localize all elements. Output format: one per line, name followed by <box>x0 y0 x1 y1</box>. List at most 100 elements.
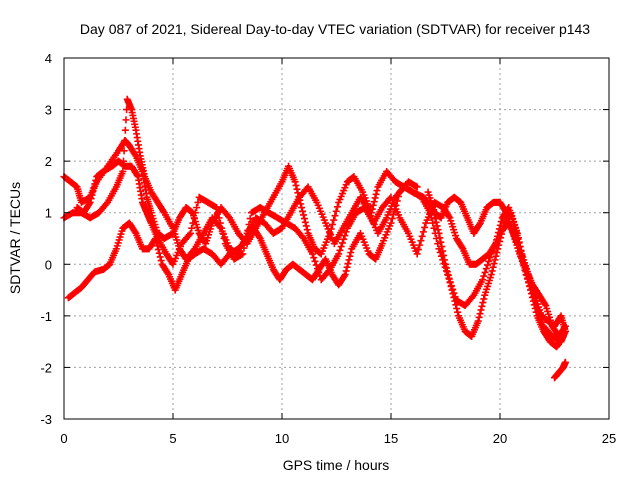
data-point-marker <box>309 250 317 258</box>
y-tick-label: -1 <box>40 309 52 324</box>
data-point-marker <box>331 212 339 220</box>
data-point-marker <box>155 249 163 257</box>
data-point-marker <box>188 224 196 232</box>
y-tick-label: 2 <box>45 154 52 169</box>
series-track-c <box>64 178 421 302</box>
data-point-marker <box>446 278 454 286</box>
data-point-marker <box>342 228 350 236</box>
data-point-marker <box>133 171 141 179</box>
data-point-marker <box>300 215 308 223</box>
data-point-marker <box>372 190 380 198</box>
data-point-marker <box>347 248 355 256</box>
data-point-marker <box>159 207 167 215</box>
data-point-marker <box>341 232 349 240</box>
data-point-marker <box>480 272 488 280</box>
series-track-a <box>60 137 567 351</box>
gridlines <box>64 58 609 419</box>
data-point-marker <box>292 181 300 189</box>
data-point-marker <box>189 219 197 227</box>
data-point-marker <box>340 272 348 280</box>
data-point-marker <box>434 240 442 248</box>
x-tick-label: 0 <box>60 431 67 446</box>
data-point-marker <box>496 221 504 229</box>
data-point-marker <box>538 318 546 326</box>
data-point-marker <box>442 267 450 275</box>
data-point-marker <box>436 248 444 256</box>
data-point-marker <box>453 304 461 312</box>
data-point-marker <box>157 257 165 265</box>
data-point-marker <box>156 253 164 261</box>
data-point-marker <box>337 243 345 251</box>
data-point-marker <box>194 198 202 206</box>
data-point-marker <box>451 293 459 301</box>
data-point-marker <box>502 207 510 215</box>
data-point-marker <box>434 226 442 234</box>
data-point-marker <box>218 224 226 232</box>
data-point-marker <box>413 250 421 258</box>
data-point-marker <box>190 214 198 222</box>
data-point-marker <box>541 300 549 308</box>
data-point-marker <box>561 322 569 330</box>
data-point-marker <box>560 324 568 332</box>
data-point-marker <box>89 187 97 195</box>
data-point-marker <box>494 232 502 240</box>
data-point-marker <box>387 219 395 227</box>
data-point-marker <box>441 263 449 271</box>
data-point-marker <box>346 252 354 260</box>
y-tick-label: -3 <box>40 412 52 427</box>
data-point-marker <box>561 358 569 366</box>
data-point-marker <box>333 203 341 211</box>
data-point-marker <box>489 263 497 271</box>
data-point-marker <box>302 222 310 230</box>
data-point-marker <box>301 218 309 226</box>
data-point-marker <box>474 317 482 325</box>
chart-title: Day 087 of 2021, Sidereal Day-to-day VTE… <box>80 21 590 37</box>
data-point-marker <box>444 271 452 279</box>
data-point-marker <box>85 200 93 208</box>
data-point-marker <box>220 235 228 242</box>
data-point-marker <box>476 310 484 318</box>
data-point-marker <box>488 267 496 275</box>
data-point-marker <box>429 219 437 227</box>
data-point-marker <box>315 268 323 276</box>
data-point-marker <box>343 263 351 271</box>
data-point-marker <box>479 299 487 307</box>
data-point-marker <box>341 271 349 279</box>
data-point-marker <box>388 215 396 223</box>
data-point-marker <box>314 265 322 273</box>
series-track-f <box>551 358 569 382</box>
data-point-marker <box>336 246 344 254</box>
series-track-e <box>424 188 569 340</box>
data-point-marker <box>131 151 139 159</box>
data-point-marker <box>437 252 445 260</box>
data-point-marker <box>215 214 223 222</box>
data-point-marker <box>431 229 439 237</box>
data-point-marker <box>492 240 500 248</box>
x-tick-label: 25 <box>602 431 616 446</box>
data-point-marker <box>342 267 350 275</box>
data-point-marker <box>90 184 98 192</box>
data-point-marker <box>491 241 499 249</box>
data-point-marker <box>291 178 299 186</box>
data-point-marker <box>478 302 486 310</box>
y-tick-label: 0 <box>45 257 52 272</box>
data-point-marker <box>239 250 247 258</box>
data-point-marker <box>454 308 462 316</box>
data-point-marker <box>310 254 318 262</box>
data-point-marker <box>185 231 193 239</box>
y-axis-ticks: -3 -2 -1 0 1 2 3 4 <box>40 51 609 427</box>
data-point-marker <box>491 256 499 264</box>
data-point-marker <box>325 267 333 275</box>
data-point-marker <box>213 204 221 212</box>
data-point-marker <box>193 204 201 212</box>
data-point-marker <box>497 218 505 226</box>
data-point-marker <box>299 211 307 219</box>
x-tick-label: 5 <box>169 431 176 446</box>
data-point-marker <box>447 282 455 290</box>
data-point-marker <box>458 243 466 251</box>
series-track-b <box>60 95 569 346</box>
data-point-marker <box>240 244 248 252</box>
data-point-marker <box>88 191 96 199</box>
data-point-marker <box>214 209 222 217</box>
